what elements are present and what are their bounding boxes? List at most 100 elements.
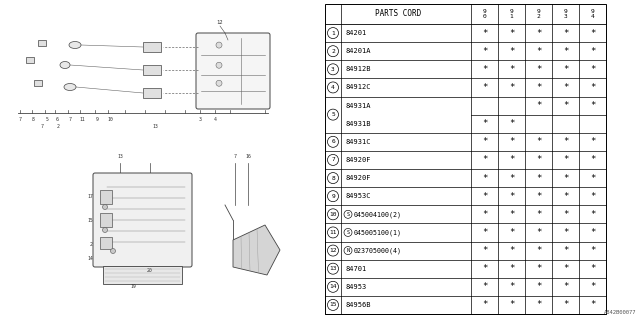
Text: 84920F: 84920F [346, 175, 371, 181]
Text: 84201A: 84201A [346, 48, 371, 54]
Text: 84201: 84201 [346, 30, 367, 36]
Text: 13: 13 [329, 266, 337, 271]
Text: 045005100(1): 045005100(1) [354, 229, 402, 236]
Text: *: * [482, 137, 487, 146]
Text: *: * [536, 83, 541, 92]
Text: *: * [482, 192, 487, 201]
Circle shape [102, 228, 108, 233]
Text: 84920F: 84920F [346, 157, 371, 163]
Text: 84912B: 84912B [346, 66, 371, 72]
Text: *: * [563, 65, 568, 74]
Text: 13: 13 [117, 154, 123, 159]
Text: 1: 1 [331, 31, 335, 36]
Text: *: * [590, 65, 595, 74]
Text: *: * [536, 101, 541, 110]
Text: 13: 13 [152, 124, 158, 129]
Text: *: * [536, 210, 541, 219]
Text: *: * [509, 137, 514, 146]
Text: *: * [563, 173, 568, 183]
Text: 10: 10 [329, 212, 337, 217]
Text: 9: 9 [95, 117, 99, 122]
Circle shape [328, 191, 339, 202]
Text: 7: 7 [331, 157, 335, 163]
Text: S: S [346, 230, 349, 235]
Text: 84912C: 84912C [346, 84, 371, 91]
Text: *: * [563, 264, 568, 273]
Text: *: * [509, 119, 514, 128]
Text: *: * [563, 101, 568, 110]
Text: *: * [590, 210, 595, 219]
Text: *: * [482, 47, 487, 56]
Ellipse shape [69, 42, 81, 49]
Circle shape [328, 64, 339, 75]
Circle shape [111, 249, 115, 253]
Text: 84931B: 84931B [346, 121, 371, 127]
Text: 9
4: 9 4 [591, 9, 595, 19]
Text: *: * [563, 210, 568, 219]
Text: 023705000(4): 023705000(4) [354, 247, 402, 254]
Text: *: * [536, 28, 541, 37]
Text: 4: 4 [214, 117, 216, 122]
Text: 14: 14 [329, 284, 337, 289]
Circle shape [328, 281, 339, 292]
Circle shape [328, 245, 339, 256]
Text: *: * [482, 65, 487, 74]
Text: 7: 7 [19, 117, 21, 122]
Text: *: * [482, 210, 487, 219]
Bar [103, 266, 182, 284]
Text: 15: 15 [87, 218, 93, 222]
Text: *: * [590, 156, 595, 164]
Text: *: * [536, 173, 541, 183]
Text: *: * [482, 173, 487, 183]
Text: *: * [509, 228, 514, 237]
Text: *: * [563, 282, 568, 291]
Bar [100, 213, 112, 227]
Text: 16: 16 [245, 154, 251, 159]
Text: *: * [509, 65, 514, 74]
Text: *: * [482, 156, 487, 164]
Text: 3: 3 [331, 67, 335, 72]
Text: *: * [590, 28, 595, 37]
Text: 84931C: 84931C [346, 139, 371, 145]
Ellipse shape [60, 61, 70, 68]
Text: *: * [482, 264, 487, 273]
Text: *: * [509, 192, 514, 201]
Text: *: * [590, 137, 595, 146]
Text: S: S [346, 212, 349, 217]
Text: *: * [536, 137, 541, 146]
Circle shape [328, 172, 339, 184]
Text: *: * [590, 101, 595, 110]
Text: 7: 7 [40, 124, 44, 129]
Circle shape [328, 28, 339, 39]
Text: 11: 11 [329, 230, 337, 235]
Bar [143, 65, 161, 75]
Text: 5: 5 [331, 112, 335, 117]
Text: *: * [536, 156, 541, 164]
Text: 10: 10 [107, 117, 113, 122]
Text: 9
0: 9 0 [483, 9, 486, 19]
Text: *: * [509, 173, 514, 183]
Text: 12: 12 [329, 248, 337, 253]
Circle shape [328, 263, 339, 274]
Text: *: * [509, 210, 514, 219]
Circle shape [216, 62, 222, 68]
Text: 84931A: 84931A [346, 103, 371, 108]
Text: PARTS CORD: PARTS CORD [375, 10, 421, 19]
Text: 84953C: 84953C [346, 193, 371, 199]
Text: *: * [590, 83, 595, 92]
Text: 6: 6 [331, 139, 335, 144]
Text: 9: 9 [331, 194, 335, 199]
Bar [38, 40, 46, 46]
Text: *: * [509, 300, 514, 309]
Text: 2: 2 [90, 242, 93, 246]
Text: *: * [563, 83, 568, 92]
Text: *: * [509, 264, 514, 273]
Text: 11: 11 [79, 117, 85, 122]
Text: 5: 5 [45, 117, 49, 122]
Text: *: * [482, 300, 487, 309]
Text: 045004100(2): 045004100(2) [354, 211, 402, 218]
Text: *: * [536, 264, 541, 273]
Text: 9
3: 9 3 [564, 9, 568, 19]
Text: *: * [482, 83, 487, 92]
Text: *: * [590, 264, 595, 273]
